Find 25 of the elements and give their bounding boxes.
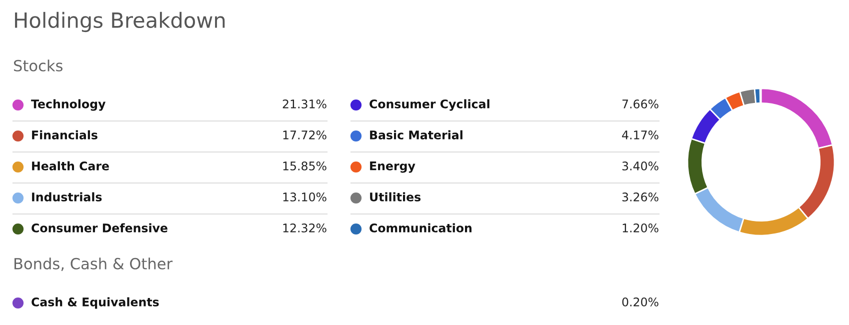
- legend-label: Industrials: [32, 192, 102, 202]
- data-label: 17.72%: [283, 130, 326, 140]
- legend-label: Health Care: [32, 161, 109, 170]
- legend-label: Communication: [370, 223, 472, 232]
- legend-label: Financials: [32, 130, 98, 140]
- data-label: 0.20%: [622, 297, 658, 306]
- chart-title: Holdings Breakdown: [15, 12, 225, 32]
- data-label: 4.17%: [622, 130, 658, 140]
- data-label: 21.31%: [282, 99, 326, 108]
- data-label: 12.32%: [283, 223, 326, 232]
- data-label: 15.85%: [283, 161, 326, 170]
- legend-label: Consumer Cyclical: [370, 99, 490, 111]
- data-label: 13.10%: [283, 192, 326, 202]
- legend-label: Consumer Defensive: [32, 223, 168, 232]
- legend-label: Cash & Equivalents: [32, 297, 159, 309]
- data-label: 7.66%: [622, 99, 658, 108]
- legend-label: Basic Material: [370, 130, 462, 140]
- text: Bonds, Cash & Other: [14, 258, 173, 271]
- data-label: 3.26%: [622, 192, 658, 202]
- legend-label: Energy: [370, 162, 416, 173]
- data-label: 1.20%: [622, 223, 658, 232]
- legend-label: Technology: [31, 99, 106, 111]
- legend-label: Utilities: [370, 192, 421, 202]
- chart-subtitle: Stocks: [14, 60, 62, 72]
- data-label: 3.40%: [622, 161, 658, 170]
